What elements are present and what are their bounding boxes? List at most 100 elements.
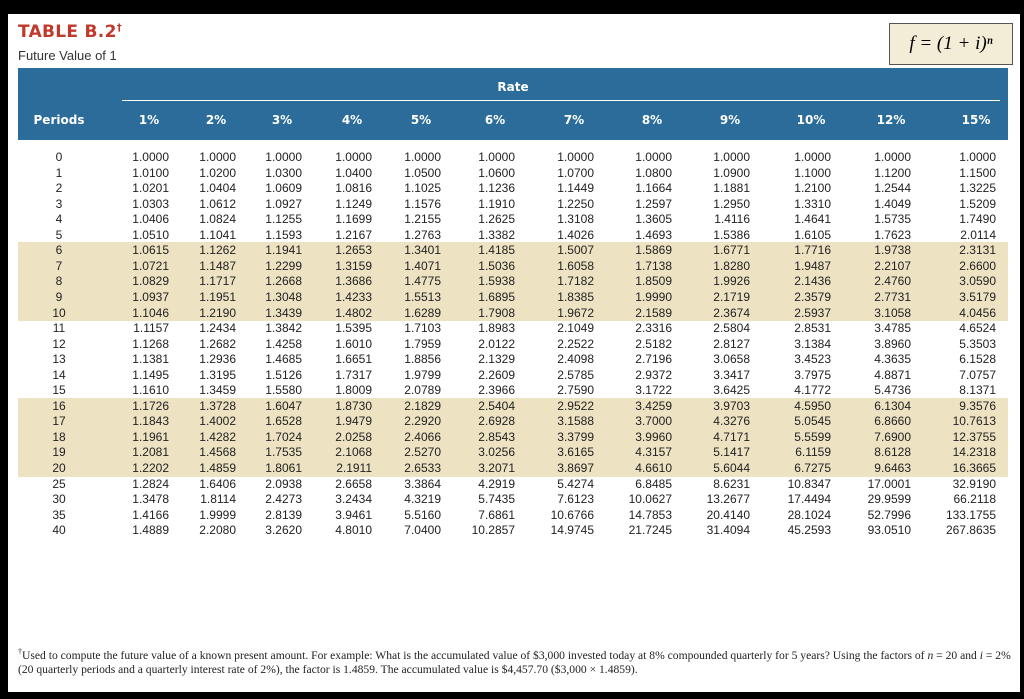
factor-cell: 1.8730 [335, 398, 372, 413]
factor-cell: 17.4494 [787, 492, 831, 507]
factor-cell: 2.6658 [335, 476, 372, 491]
factor-cell: 1.0000 [794, 150, 831, 164]
factor-cell: 5.5160 [404, 507, 441, 522]
factor-cell: 1.0816 [335, 181, 372, 196]
factor-cell: 6.7275 [794, 461, 831, 475]
factor-cell: 1.0612 [199, 196, 236, 211]
rate-header: 10% [796, 113, 826, 127]
factor-cell: 1.1951 [199, 289, 236, 304]
factor-cell: 1.0000 [635, 150, 672, 164]
factor-cell: 9.6463 [874, 461, 911, 475]
period-cell: 13 [52, 352, 66, 367]
factor-cell: 1.0000 [959, 150, 996, 164]
factor-cell: 1.1046 [132, 305, 169, 320]
factor-cell: 8.6231 [713, 476, 750, 491]
factor-cell: 3.4523 [794, 352, 831, 367]
factor-cell: 1.2434 [199, 321, 236, 336]
table-row: 7 1.0721 1.1487 1.2299 1.3159 1.4071 1.5036 1.6… [18, 259, 1008, 274]
factor-cell: 1.2167 [335, 227, 372, 242]
factor-cell: 1.0700 [557, 165, 594, 180]
factor-cell: 7.0400 [404, 523, 441, 538]
factor-cell: 5.4274 [557, 476, 594, 491]
factor-cell: 1.8114 [200, 492, 236, 507]
formula-box: f = (1 + i)ⁿ [889, 23, 1013, 65]
rate-header: 12% [876, 113, 906, 127]
factor-cell: 3.1058 [874, 305, 911, 320]
table-row: 11 1.1157 1.2434 1.3842 1.5395 1.7103 1.8983 2.… [18, 321, 1008, 336]
rate-header: 2% [205, 113, 227, 127]
factor-cell: 2.3131 [959, 243, 996, 258]
factor-cell: 3.3417 [713, 367, 750, 382]
table-row: 1 1.0100 1.0200 1.0300 1.0400 1.0500 1.0600 1.0… [18, 166, 1008, 181]
factor-cell: 2.7731 [874, 289, 911, 304]
factor-cell: 1.4693 [635, 227, 672, 242]
factor-cell: 1.0000 [874, 150, 911, 164]
factor-cell: 1.0800 [635, 165, 672, 180]
factor-cell: 1.1576 [404, 196, 441, 211]
factor-cell: 2.2107 [874, 258, 911, 273]
factor-cell: 1.2190 [199, 305, 236, 320]
factor-cell: 3.2071 [478, 461, 515, 475]
table-row: 10 1.1046 1.2190 1.3439 1.4802 1.6289 1.7908 1.… [18, 306, 1008, 321]
factor-cell: 1.3048 [265, 289, 302, 304]
factor-cell: 2.2609 [478, 367, 515, 382]
factor-cell: 2.1829 [404, 398, 441, 413]
table-row: 35 1.4166 1.9999 2.8139 3.9461 5.5160 7.6861 10… [18, 508, 1008, 523]
factor-cell: 2.5804 [713, 321, 750, 336]
factor-cell: 1.3108 [557, 212, 594, 227]
factor-cell: 1.8280 [713, 258, 750, 273]
period-cell: 0 [55, 150, 63, 164]
factor-cell: 4.2919 [478, 476, 515, 491]
factor-cell: 1.1881 [713, 181, 750, 196]
factor-cell: 1.9990 [635, 289, 672, 304]
factor-cell: 45.2593 [787, 523, 831, 538]
rate-header: 15% [961, 113, 991, 127]
period-cell: 18 [52, 429, 66, 444]
factor-cell: 1.0200 [199, 165, 236, 180]
factor-cell: 3.0658 [713, 352, 750, 367]
factor-cell: 4.3276 [713, 414, 750, 429]
factor-cell: 1.4116 [714, 212, 750, 227]
factor-cell: 2.4273 [265, 492, 302, 507]
factor-cell: 1.3195 [199, 367, 236, 382]
band-shade [18, 242, 1008, 322]
factor-cell: 3.9461 [335, 507, 372, 522]
factor-cell: 1.1500 [959, 165, 996, 180]
factor-cell: 10.2857 [471, 523, 515, 538]
rate-header: 1% [138, 113, 160, 127]
table-row: 3 1.0303 1.0612 1.0927 1.1249 1.1576 1.1910 1.2… [18, 197, 1008, 212]
factor-cell: 1.7716 [794, 243, 831, 258]
factor-cell: 2.7196 [635, 352, 672, 367]
factor-cell: 1.5735 [874, 212, 911, 227]
factor-cell: 4.5950 [794, 398, 831, 413]
factor-cell: 2.8139 [265, 507, 302, 522]
table-row: 14 1.1495 1.3195 1.5126 1.7317 1.9799 2.2609 2.… [18, 368, 1008, 383]
factor-cell: 3.8960 [874, 336, 911, 351]
factor-cell: 5.5599 [794, 429, 831, 444]
factor-cell: 2.4760 [874, 274, 911, 289]
period-cell: 10 [52, 305, 66, 320]
factor-cell: 1.2155 [404, 212, 441, 227]
factor-cell: 1.0600 [478, 165, 515, 180]
factor-cell: 4.3635 [874, 352, 911, 367]
factor-cell: 1.3842 [265, 321, 302, 336]
table-row: 17 1.1843 1.4002 1.6528 1.9479 2.2920 2.6928 3.… [18, 414, 1008, 429]
table-row: 9 1.0937 1.1951 1.3048 1.4233 1.5513 1.6895 1.8… [18, 290, 1008, 305]
factor-cell: 5.4736 [874, 383, 911, 398]
factor-cell: 5.3503 [959, 336, 996, 351]
factor-cell: 1.5869 [635, 243, 672, 258]
factor-cell: 2.0789 [404, 383, 441, 398]
period-cell: 19 [52, 445, 66, 460]
period-cell: 7 [55, 258, 63, 273]
factor-cell: 1.4258 [265, 336, 302, 351]
factor-cell: 4.6524 [959, 321, 996, 336]
factor-cell: 4.6610 [635, 461, 672, 475]
factor-cell: 1.0500 [404, 165, 441, 180]
factor-cell: 1.9479 [335, 414, 372, 429]
factor-cell: 93.0510 [867, 523, 911, 538]
factor-cell: 1.0615 [132, 243, 169, 258]
factor-cell: 1.3439 [265, 305, 302, 320]
factor-cell: 1.0406 [132, 212, 169, 227]
factor-cell: 1.0000 [557, 150, 594, 164]
factor-cell: 10.0627 [628, 492, 672, 507]
